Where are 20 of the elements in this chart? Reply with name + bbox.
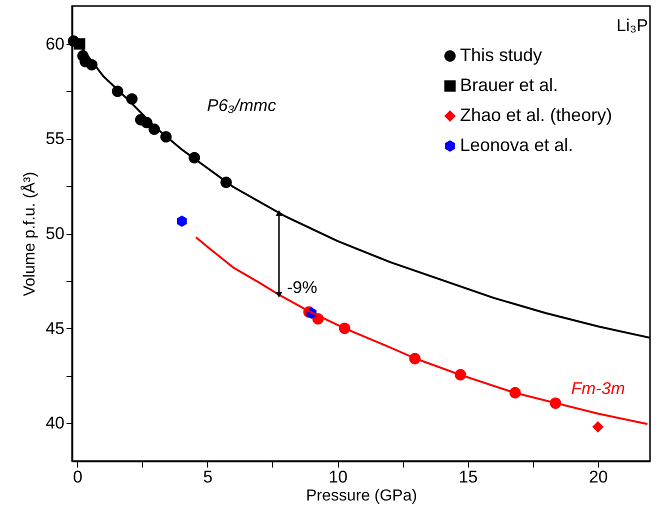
y-axis-title: Volume p.f.u. (Å³) bbox=[20, 172, 39, 296]
x-tick-label: 15 bbox=[458, 468, 478, 486]
x-tick-label: 20 bbox=[588, 468, 608, 486]
annotation: -9% bbox=[287, 278, 318, 297]
y-tick-label: 45 bbox=[46, 318, 64, 338]
legend-label: This study bbox=[460, 45, 542, 65]
y-tick-label: 55 bbox=[46, 129, 64, 148]
x-tick-label: 0 bbox=[72, 468, 82, 486]
x-tick-label: 5 bbox=[203, 468, 213, 486]
legend-label: Leonova et al. bbox=[460, 135, 574, 155]
y-tick-label: 60 bbox=[46, 34, 64, 54]
annotation: Fm-3m bbox=[571, 379, 625, 398]
legend-label: Brauer et al. bbox=[460, 75, 558, 95]
legend-label: Zhao et al. (theory) bbox=[460, 105, 612, 125]
x-axis-title: Pressure (GPa) bbox=[306, 488, 418, 504]
y-tick-label: 40 bbox=[46, 414, 64, 433]
y-tick-label: 50 bbox=[46, 224, 64, 243]
annotation: P6₃/mmc bbox=[207, 96, 277, 115]
annotation: Li₃P bbox=[616, 16, 648, 35]
x-tick-label: 10 bbox=[328, 468, 348, 486]
